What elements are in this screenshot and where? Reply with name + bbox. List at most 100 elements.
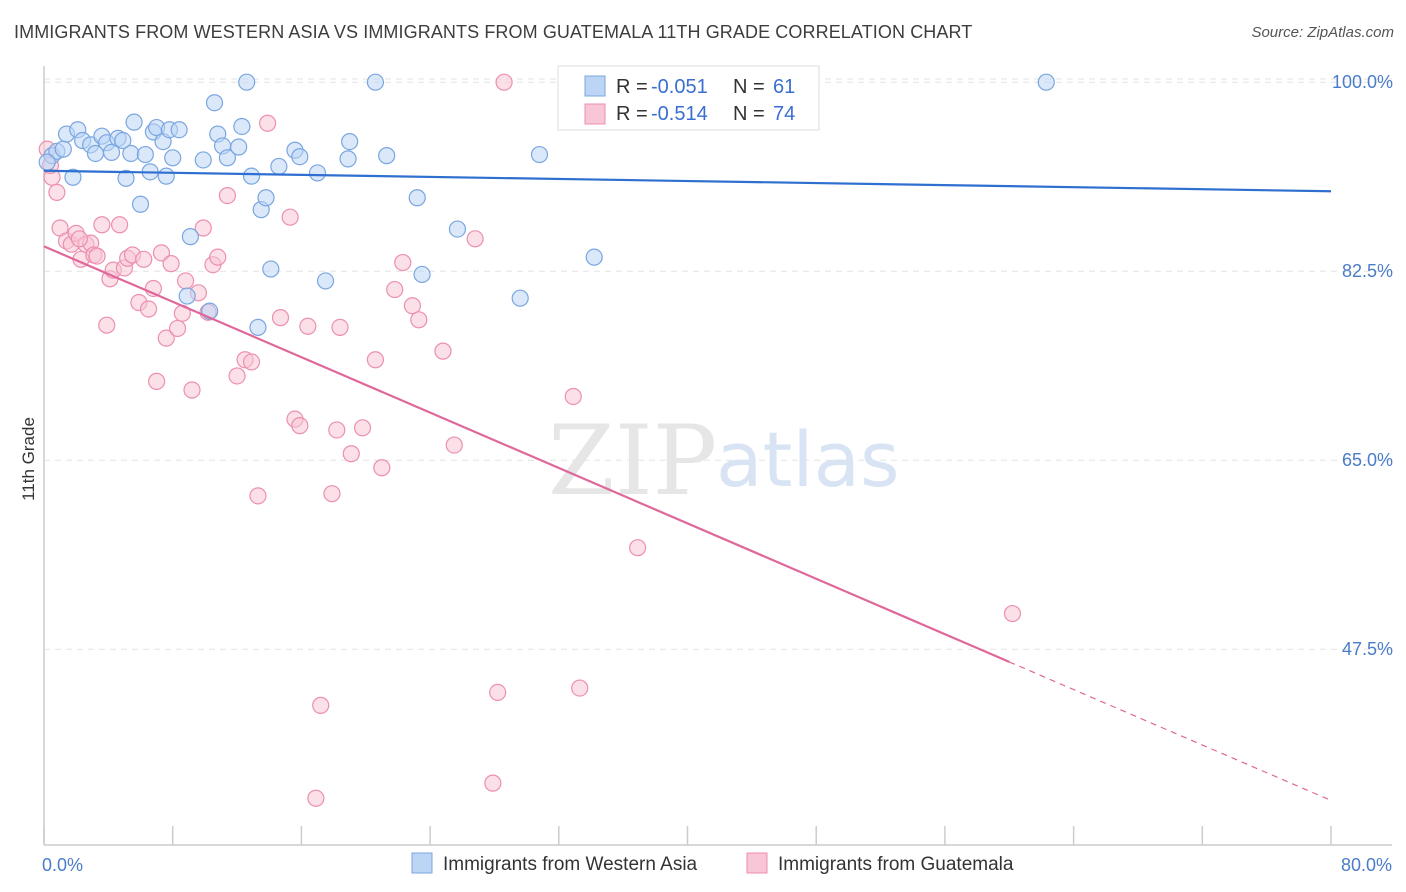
- point-guatemala: [111, 216, 129, 234]
- point-western-asia: [316, 272, 335, 290]
- legend-label-western-asia: Immigrants from Western Asia: [443, 854, 698, 875]
- point-western-asia: [125, 113, 143, 131]
- point-western-asia: [257, 189, 275, 207]
- watermark-atlas: atlas: [716, 415, 900, 504]
- point-western-asia: [511, 289, 529, 307]
- point-western-asia: [242, 167, 261, 185]
- point-guatemala: [135, 250, 153, 268]
- x-tick-labels: 0.0% 80.0%: [42, 855, 1392, 875]
- point-guatemala: [328, 421, 346, 439]
- point-guatemala: [299, 317, 317, 335]
- point-western-asia: [164, 149, 182, 167]
- point-western-asia: [205, 94, 224, 112]
- point-western-asia: [194, 151, 212, 169]
- point-guatemala: [366, 351, 385, 369]
- point-guatemala: [434, 342, 452, 360]
- y-tick-label: 100.0%: [1332, 72, 1393, 92]
- trendline-guatemala: [43, 245, 1010, 663]
- point-western-asia: [308, 164, 327, 182]
- legend-label-guatemala: Immigrants from Guatemala: [778, 854, 1014, 875]
- point-guatemala: [194, 219, 212, 237]
- point-guatemala: [88, 247, 106, 265]
- stats-r-value-2: -0.514: [651, 103, 708, 125]
- point-guatemala: [489, 683, 507, 702]
- point-guatemala: [342, 445, 360, 463]
- legend-swatch-western-asia: [411, 852, 433, 874]
- stats-n-label-2: N =: [733, 103, 765, 125]
- point-guatemala: [564, 387, 582, 406]
- point-guatemala: [323, 485, 341, 503]
- y-tick-labels: 100.0% 82.5% 65.0% 47.5%: [1332, 72, 1393, 659]
- point-guatemala: [162, 255, 180, 273]
- y-tick-label: 47.5%: [1342, 639, 1393, 659]
- point-guatemala: [571, 679, 589, 697]
- chart-title: IMMIGRANTS FROM WESTERN ASIA VS IMMIGRAN…: [14, 22, 973, 42]
- point-guatemala: [386, 280, 404, 299]
- legend: Immigrants from Western Asia Immigrants …: [411, 852, 1014, 875]
- point-western-asia: [218, 149, 236, 167]
- point-western-asia: [1037, 73, 1055, 91]
- y-tick-label: 82.5%: [1342, 261, 1393, 281]
- point-guatemala: [48, 183, 66, 201]
- point-guatemala: [466, 230, 484, 248]
- point-western-asia: [157, 167, 175, 185]
- stats-n-value-2: 74: [773, 103, 795, 125]
- point-guatemala: [373, 459, 391, 477]
- point-guatemala: [168, 319, 187, 338]
- point-western-asia: [408, 189, 426, 207]
- legend-swatch-guatemala: [746, 852, 768, 874]
- source-credit: Source: ZipAtlas.com: [1251, 24, 1394, 41]
- point-guatemala: [445, 436, 463, 454]
- point-western-asia: [233, 117, 251, 136]
- point-western-asia: [366, 73, 385, 91]
- y-tick-label: 65.0%: [1342, 450, 1393, 470]
- point-guatemala: [291, 417, 309, 435]
- trendline-western-asia: [43, 169, 1332, 193]
- x-tick-label: 0.0%: [42, 855, 83, 875]
- point-guatemala: [403, 297, 422, 315]
- point-western-asia: [230, 138, 248, 156]
- series-guatemala-points: [38, 73, 1022, 807]
- point-guatemala: [312, 696, 330, 714]
- point-western-asia: [341, 133, 359, 151]
- point-guatemala: [281, 208, 299, 226]
- point-guatemala: [331, 318, 349, 336]
- point-western-asia: [378, 147, 396, 165]
- point-guatemala: [307, 789, 325, 807]
- point-guatemala: [259, 114, 277, 132]
- watermark-zip: ZIP: [548, 405, 717, 517]
- point-guatemala: [353, 419, 372, 437]
- point-western-asia: [170, 121, 188, 139]
- point-guatemala: [218, 187, 236, 205]
- point-western-asia: [54, 140, 72, 158]
- point-western-asia: [262, 260, 280, 278]
- stats-r-label-1: R =: [616, 76, 648, 98]
- point-guatemala: [148, 372, 166, 390]
- point-western-asia: [291, 148, 309, 166]
- stats-box: R = -0.051 N = 61 R = -0.514 N = 74: [557, 65, 820, 131]
- point-western-asia: [413, 265, 431, 284]
- x-tick-label: 80.0%: [1341, 855, 1392, 875]
- point-guatemala: [176, 272, 195, 290]
- point-western-asia: [238, 73, 256, 91]
- point-western-asia: [448, 220, 467, 238]
- stats-swatch-western-asia: [584, 75, 606, 97]
- point-guatemala: [98, 316, 116, 334]
- point-guatemala: [249, 487, 267, 505]
- point-western-asia: [117, 169, 135, 187]
- point-western-asia: [530, 145, 549, 164]
- point-western-asia: [249, 318, 267, 336]
- point-guatemala: [70, 230, 88, 248]
- stats-swatch-guatemala: [584, 103, 606, 125]
- point-guatemala: [629, 539, 647, 557]
- point-guatemala: [394, 253, 412, 272]
- point-western-asia: [585, 248, 603, 266]
- point-western-asia: [102, 143, 121, 161]
- point-guatemala: [271, 309, 290, 327]
- y-axis-title: 11th Grade: [19, 417, 38, 501]
- trendlines: [43, 169, 1332, 801]
- point-western-asia: [178, 287, 196, 305]
- watermark: ZIP atlas: [548, 405, 900, 517]
- point-guatemala: [1003, 604, 1022, 623]
